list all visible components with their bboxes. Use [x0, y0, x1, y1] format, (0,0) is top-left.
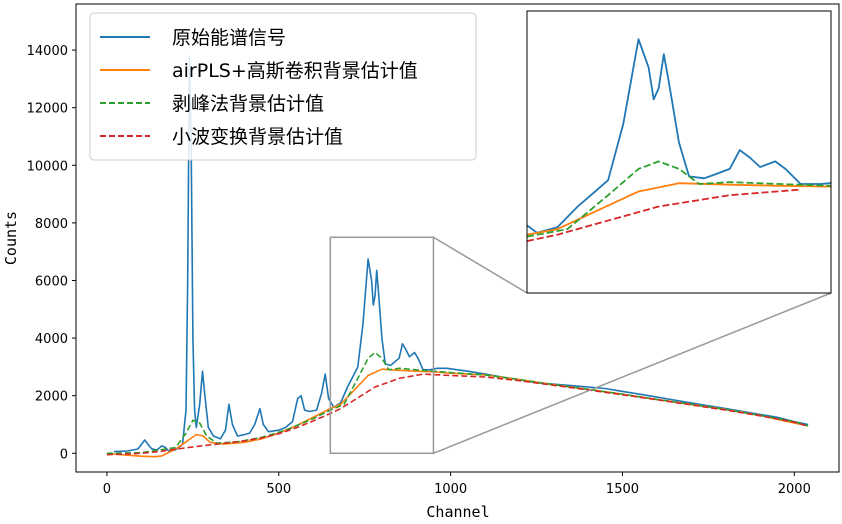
y-tick-label: 12000: [27, 102, 68, 117]
x-tick-label: 2000: [778, 482, 811, 497]
x-tick-label: 1500: [606, 482, 639, 497]
legend-label: 原始能谱信号: [172, 27, 286, 49]
y-tick-label: 0: [60, 447, 68, 462]
x-tick-label: 500: [266, 482, 291, 497]
y-tick-label: 4000: [35, 332, 68, 347]
y-axis-label: Counts: [2, 211, 20, 265]
legend-label: airPLS+高斯卷积背景估计值: [172, 60, 418, 82]
x-tick-label: 0: [103, 482, 111, 497]
x-axis-label: Channel: [426, 503, 489, 520]
zoom-connector-line: [433, 237, 527, 293]
legend-label: 剥峰法背景估计值: [172, 93, 324, 115]
zoom-region-box: [330, 237, 433, 453]
y-tick-label: 2000: [35, 390, 68, 405]
y-tick-label: 14000: [27, 44, 68, 59]
y-tick-label: 10000: [27, 159, 68, 174]
y-tick-label: 6000: [35, 274, 68, 289]
zoom-connector-line: [433, 293, 831, 453]
y-tick-label: 8000: [35, 217, 68, 232]
x-tick-label: 1000: [434, 482, 467, 497]
legend-label: 小波变换背景估计值: [172, 126, 343, 148]
inset-background: [527, 11, 831, 293]
series-line-3: [107, 353, 808, 454]
